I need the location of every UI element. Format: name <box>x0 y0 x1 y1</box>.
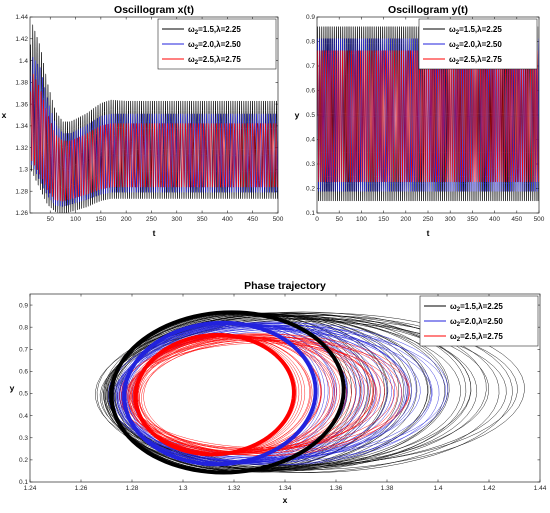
legend: ω2=1.5,λ=2.25 ω2=2.0,λ=2.50 ω2=2.5,λ=2.75 <box>418 18 538 70</box>
x-tick-label: 450 <box>247 216 258 223</box>
legend-label: ω2=2.5,λ=2.75 <box>449 55 502 66</box>
y-tick-label: 0.6 <box>306 88 315 95</box>
x-tick-label: 50 <box>336 216 344 223</box>
chart-phase-trajectory: 1.24 1.26 1.28 1.3 1.32 1.34 1.36 1.38 1.4 1.42 1.… <box>10 280 547 505</box>
plot-frame <box>29 16 279 214</box>
y-tick-label: 0.2 <box>306 186 315 193</box>
x-tick-label: 250 <box>423 216 434 223</box>
y-tick-label: 0.7 <box>19 346 28 353</box>
y-tick-label: 1.26 <box>15 210 28 217</box>
x-tick-label: 1.4 <box>433 485 442 492</box>
y-tick-label: 0.3 <box>306 161 315 168</box>
x-tick-label: 400 <box>222 216 233 223</box>
y-tick-label: 0.2 <box>19 457 28 464</box>
y-tick-label: 1.32 <box>15 145 28 152</box>
series-line <box>30 73 278 202</box>
y-tick-label: 0.6 <box>19 369 28 376</box>
x-tick-label: 1.38 <box>381 485 394 492</box>
legend-label: ω2=2.0,λ=2.50 <box>450 317 503 328</box>
x-tick-label: 500 <box>273 216 284 223</box>
x-tick-label: 250 <box>146 216 157 223</box>
series-line <box>317 50 539 183</box>
y-tick-label: 1.44 <box>15 14 28 21</box>
y-tick-label: 1.38 <box>15 80 28 87</box>
x-tick-label: 150 <box>378 216 389 223</box>
y-tick-label: 0.8 <box>306 39 315 46</box>
legend-label: ω2=2.0,λ=2.50 <box>188 40 241 51</box>
chart-title: Phase trajectory <box>244 280 326 292</box>
chart-oscillogram-x: 50 100 150 200 250 300 350 400 450 500 1.26 1.28 1.3… <box>2 4 284 238</box>
x-tick-label: 400 <box>489 216 500 223</box>
y-axis-label: y <box>295 110 300 120</box>
legend-label: ω2=1.5,λ=2.25 <box>188 25 241 36</box>
x-tick-label: 50 <box>47 216 55 223</box>
x-tick-label: 100 <box>356 216 367 223</box>
y-axis-label: y <box>10 383 15 393</box>
x-tick-label: 500 <box>534 216 545 223</box>
x-axis-label: t <box>153 228 156 238</box>
y-tick-label: 0.4 <box>306 137 315 144</box>
series-line <box>30 56 278 207</box>
legend: ω2=1.5,λ=2.25 ω2=2.0,λ=2.50 ω2=2.5,λ=2.75 <box>419 295 539 347</box>
x-tick-label: 1.36 <box>330 485 343 492</box>
y-tick-label: 1.34 <box>15 123 28 130</box>
limit-cycle <box>122 320 318 467</box>
y-tick-label: 1.36 <box>15 101 28 108</box>
y-tick-label: 1.3 <box>19 167 28 174</box>
x-tick-label: 1.24 <box>24 485 37 492</box>
x-axis-label: x <box>283 495 288 505</box>
y-tick-label: 0.5 <box>19 391 28 398</box>
x-axis-label: t <box>427 228 430 238</box>
x-tick-label: 0 <box>315 216 319 223</box>
x-tick-label: 1.34 <box>279 485 292 492</box>
x-tick-label: 150 <box>95 216 106 223</box>
x-tick-label: 1.44 <box>534 485 547 492</box>
chart-title: Oscillogram y(t) <box>388 4 468 16</box>
legend-label: ω2=1.5,λ=2.25 <box>450 302 503 313</box>
x-tick-label: 300 <box>171 216 182 223</box>
y-tick-label: 1.42 <box>15 36 28 43</box>
y-tick-label: 0.9 <box>19 302 28 309</box>
y-tick-label: 0.1 <box>306 210 315 217</box>
limit-cycle <box>109 310 346 475</box>
plot-frame <box>29 293 541 483</box>
y-axis-label: x <box>2 110 7 120</box>
y-tick-label: 0.7 <box>306 63 315 70</box>
x-tick-label: 1.42 <box>483 485 496 492</box>
chart-oscillogram-y: 0 50 100 150 200 250 300 350 400 450 500 0.1 0.2 0.3 0… <box>295 4 545 238</box>
x-tick-label: 200 <box>400 216 411 223</box>
y-tick-label: 0.1 <box>19 479 28 486</box>
x-tick-label: 350 <box>467 216 478 223</box>
x-tick-label: 1.32 <box>228 485 241 492</box>
y-tick-label: 0.8 <box>19 324 28 331</box>
x-tick-label: 300 <box>445 216 456 223</box>
x-tick-label: 350 <box>197 216 208 223</box>
legend: ω2=1.5,λ=2.25 ω2=2.0,λ=2.50 ω2=2.5,λ=2.75 <box>157 18 277 70</box>
x-tick-label: 450 <box>511 216 522 223</box>
legend-label: ω2=2.5,λ=2.75 <box>450 332 503 343</box>
limit-cycle <box>133 332 296 457</box>
x-tick-label: 1.28 <box>126 485 139 492</box>
legend-label: ω2=2.5,λ=2.75 <box>188 55 241 66</box>
x-tick-label: 100 <box>70 216 81 223</box>
legend-label: ω2=2.0,λ=2.50 <box>449 40 502 51</box>
plot-frame <box>316 16 540 214</box>
y-tick-label: 1.28 <box>15 188 28 195</box>
y-tick-label: 0.3 <box>19 435 28 442</box>
x-tick-label: 200 <box>121 216 132 223</box>
y-tick-label: 0.5 <box>306 112 315 119</box>
x-tick-label: 1.26 <box>75 485 88 492</box>
y-tick-label: 1.4 <box>19 58 28 65</box>
chart-title: Oscillogram x(t) <box>114 4 194 16</box>
x-tick-label: 1.3 <box>178 485 187 492</box>
legend-label: ω2=1.5,λ=2.25 <box>449 25 502 36</box>
y-tick-label: 0.9 <box>306 14 315 21</box>
y-tick-label: 0.4 <box>19 413 28 420</box>
